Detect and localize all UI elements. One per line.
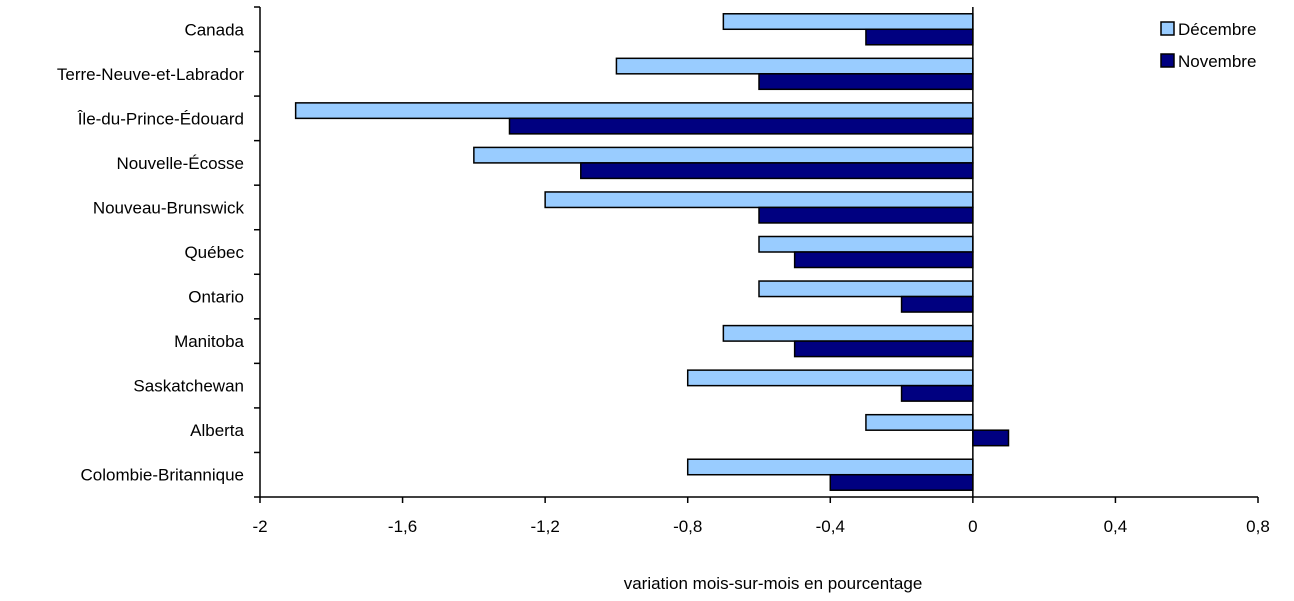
category-label: Alberta bbox=[190, 421, 244, 440]
bar-novembre-1 bbox=[758, 73, 974, 91]
x-tick-label: 0,4 bbox=[1104, 517, 1128, 536]
bar-decembre-2 bbox=[294, 102, 974, 120]
bar-novembre-9 bbox=[972, 429, 1010, 447]
y-tick-labels-group: Canada Terre-Neuve-et-Labrador Île-du-Prin… bbox=[57, 20, 245, 484]
bar-novembre-2 bbox=[508, 117, 974, 135]
bars-group bbox=[294, 13, 1010, 491]
bar-decembre-9 bbox=[865, 413, 974, 431]
x-axis-title: variation mois-sur-mois en pourcentage bbox=[624, 574, 923, 593]
category-label: Terre-Neuve-et-Labrador bbox=[57, 65, 244, 84]
category-label: Manitoba bbox=[174, 332, 244, 351]
x-tick-label: -0,8 bbox=[673, 517, 702, 536]
legend: Décembre Novembre bbox=[1160, 20, 1256, 71]
bar-decembre-7 bbox=[722, 324, 974, 342]
bar-decembre-6 bbox=[758, 280, 974, 298]
x-tick-label: -2 bbox=[252, 517, 267, 536]
bar-novembre-0 bbox=[865, 28, 974, 46]
bar-decembre-4 bbox=[544, 191, 974, 209]
legend-swatch-novembre bbox=[1160, 53, 1175, 68]
category-label: Québec bbox=[184, 243, 244, 262]
bar-novembre-4 bbox=[758, 206, 974, 224]
x-tick-label: 0 bbox=[968, 517, 977, 536]
category-label: Ontario bbox=[188, 288, 244, 307]
x-tick-label: -0,4 bbox=[816, 517, 845, 536]
bar-novembre-5 bbox=[793, 251, 974, 269]
bar-decembre-3 bbox=[473, 146, 974, 164]
category-label: Nouvelle-Écosse bbox=[116, 154, 244, 173]
x-ticks-group bbox=[259, 497, 1259, 503]
x-tick-label: 0,8 bbox=[1246, 517, 1270, 536]
category-label: Nouveau-Brunswick bbox=[93, 198, 245, 217]
bar-decembre-8 bbox=[686, 369, 974, 387]
bar-novembre-8 bbox=[900, 384, 974, 402]
category-label: Saskatchewan bbox=[133, 377, 244, 396]
category-label: Île-du-Prince-Édouard bbox=[77, 109, 244, 128]
bar-decembre-1 bbox=[615, 57, 974, 75]
legend-label-decembre: Décembre bbox=[1178, 20, 1256, 39]
bar-decembre-10 bbox=[686, 458, 974, 476]
bar-novembre-3 bbox=[580, 162, 974, 180]
x-tick-label: -1,6 bbox=[388, 517, 417, 536]
bar-decembre-0 bbox=[722, 13, 974, 31]
bar-novembre-10 bbox=[829, 473, 974, 491]
x-tick-labels-group: -2 -1,6 -1,2 -0,8 -0,4 0 0,4 0,8 bbox=[252, 517, 1269, 536]
legend-label-novembre: Novembre bbox=[1178, 52, 1256, 71]
bar-novembre-6 bbox=[900, 295, 974, 313]
bar-decembre-5 bbox=[758, 235, 974, 253]
legend-swatch-decembre bbox=[1160, 21, 1175, 36]
bar-novembre-7 bbox=[793, 340, 974, 358]
category-label: Colombie-Britannique bbox=[81, 466, 244, 485]
y-ticks-group bbox=[254, 6, 260, 498]
x-tick-label: -1,2 bbox=[530, 517, 559, 536]
category-label: Canada bbox=[184, 20, 244, 39]
